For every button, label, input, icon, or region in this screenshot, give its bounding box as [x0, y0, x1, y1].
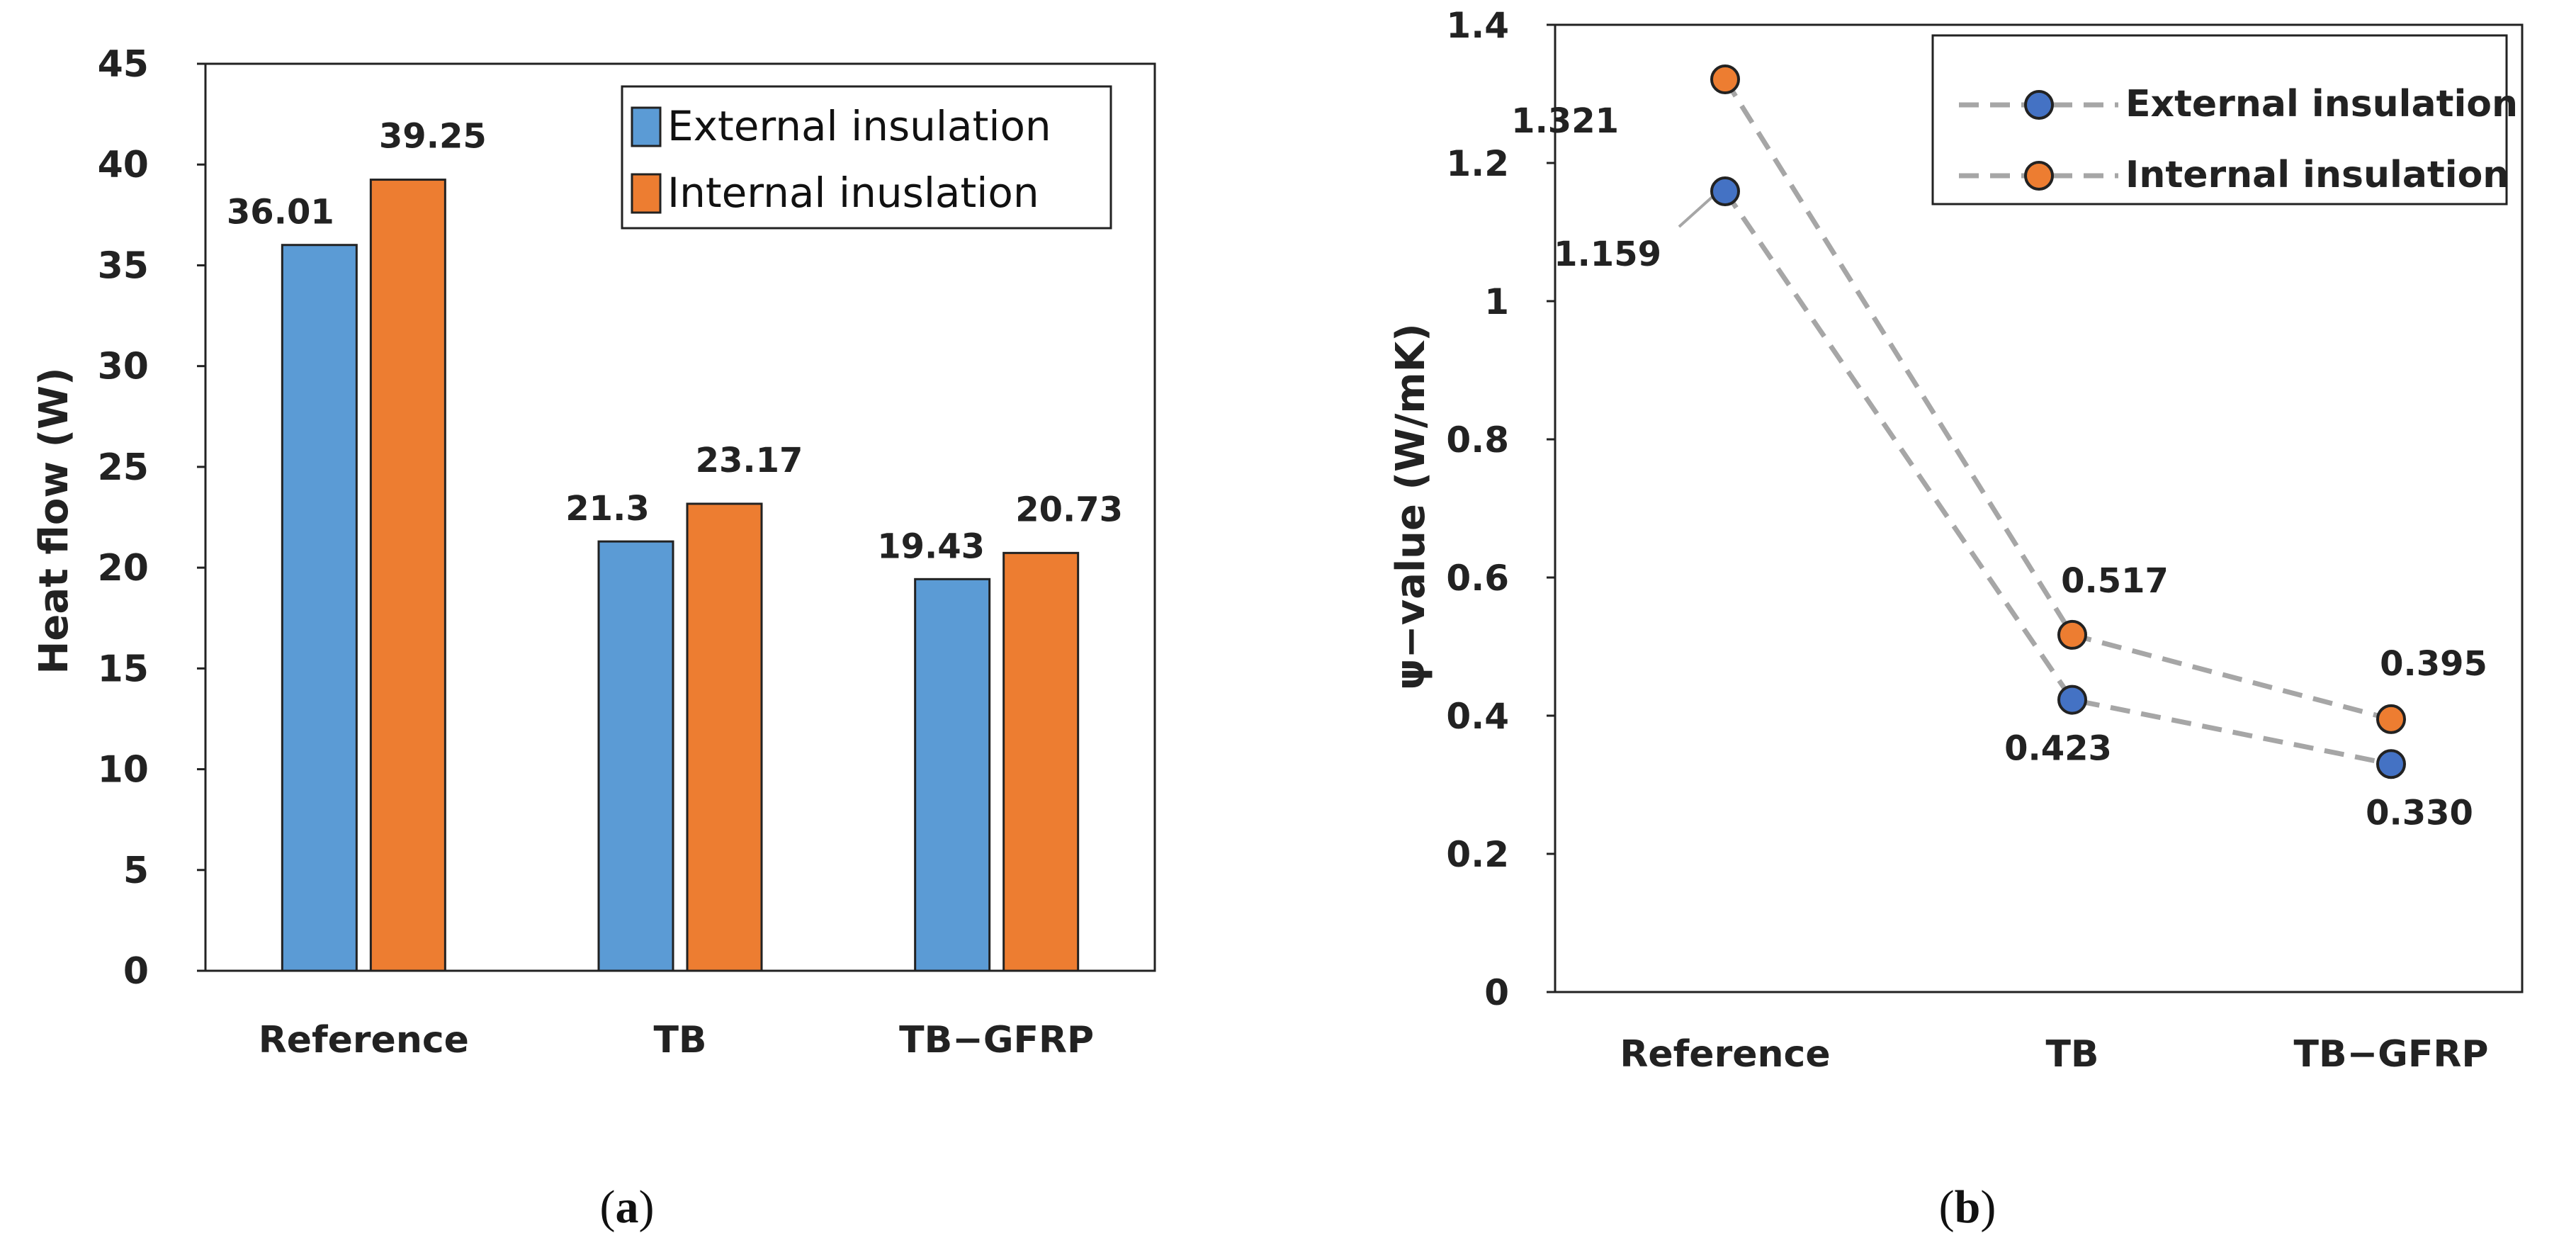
- y-tick-label: 15: [98, 648, 149, 690]
- y-tick-label: 0.2: [1446, 834, 1509, 875]
- series-line-external: [1723, 190, 2392, 767]
- legend-marker-external: [2024, 90, 2054, 120]
- data-label: 1.321: [1511, 101, 1619, 141]
- data-point-internal: [2057, 619, 2087, 650]
- category-label: TB: [653, 1019, 706, 1061]
- y-tick-label: 0.8: [1446, 419, 1509, 461]
- y-tick-label: 10: [98, 749, 149, 791]
- bar-internal: [1002, 551, 1080, 972]
- y-tick-label: 40: [98, 144, 149, 186]
- data-point-external: [1710, 176, 1740, 206]
- data-label: 0.423: [2004, 729, 2112, 769]
- panel-caption: (a): [600, 1181, 655, 1233]
- category-label: TB−GFRP: [2293, 1033, 2488, 1076]
- legend-swatch-external: [631, 106, 662, 147]
- y-axis-title: Heat flow (W): [31, 367, 77, 674]
- data-label: 1.159: [1554, 235, 1661, 274]
- data-label: 0.517: [2061, 561, 2169, 601]
- data-label: 21.3: [565, 489, 649, 529]
- y-tick-label: 0.4: [1446, 696, 1509, 737]
- y-tick-label: 45: [98, 43, 149, 86]
- bar-internal: [686, 502, 763, 972]
- y-tick-label: 35: [98, 244, 149, 287]
- line-chart-panel: 0 0.2 0.4 0.6 0.8 1 1.2 1.4 1.159 0.423 0.330 1.32…: [1388, 5, 2524, 1233]
- y-tick-label: 25: [98, 446, 149, 489]
- legend: External insulation Internal inuslation: [621, 85, 1112, 230]
- legend-box: [621, 85, 1112, 230]
- bar-external: [281, 244, 358, 972]
- legend-label-external: External insulation: [667, 102, 1051, 150]
- legend-label-internal: Internal inuslation: [667, 169, 1039, 217]
- legend-label-external: External insulation: [2125, 83, 2518, 125]
- legend-marker-internal: [2024, 161, 2054, 191]
- legend-label-internal: Internal insulation: [2125, 154, 2509, 196]
- data-point-external: [2376, 749, 2406, 779]
- y-tick-label: 1.2: [1446, 143, 1509, 184]
- y-tick-label: 1.4: [1446, 5, 1509, 46]
- y-axis-title: ψ−value (W/mK): [1388, 323, 1434, 689]
- category-label: Reference: [1620, 1033, 1830, 1076]
- data-point-external: [2057, 685, 2087, 715]
- legend: External insulation Internal insulation: [1931, 34, 2518, 205]
- bar-internal: [369, 179, 446, 972]
- data-label: 23.17: [696, 441, 803, 480]
- data-label: 19.43: [877, 526, 985, 566]
- panel-caption: (b): [1939, 1181, 1996, 1233]
- data-label: 20.73: [1015, 490, 1123, 529]
- y-tick-label: 1: [1484, 281, 1509, 322]
- y-tick-label: 0: [1484, 972, 1509, 1013]
- bar-external: [597, 540, 674, 972]
- bar-chart-panel: 0 5 10 15 20 25 30 35 40 45 36.01 39.25 21.3 23.17 19…: [31, 43, 1156, 1233]
- data-label: 0.330: [2366, 793, 2473, 833]
- category-label: Reference: [259, 1019, 469, 1061]
- y-tick-label: 20: [98, 547, 149, 590]
- data-point-internal: [2376, 704, 2406, 734]
- data-label: 36.01: [227, 193, 334, 232]
- y-tick-label: 5: [123, 850, 149, 892]
- y-tick-label: 0.6: [1446, 558, 1509, 599]
- bar-external: [914, 578, 991, 972]
- legend-swatch-internal: [631, 173, 662, 214]
- category-label: TB: [2045, 1033, 2098, 1076]
- label-leader-line: [1678, 194, 1715, 228]
- data-label: 0.395: [2380, 644, 2487, 684]
- data-label: 39.25: [379, 117, 487, 157]
- y-tick-label: 30: [98, 346, 149, 388]
- y-tick-label: 0: [123, 950, 149, 993]
- data-point-internal: [1710, 64, 1740, 95]
- category-label: TB−GFRP: [899, 1019, 1094, 1061]
